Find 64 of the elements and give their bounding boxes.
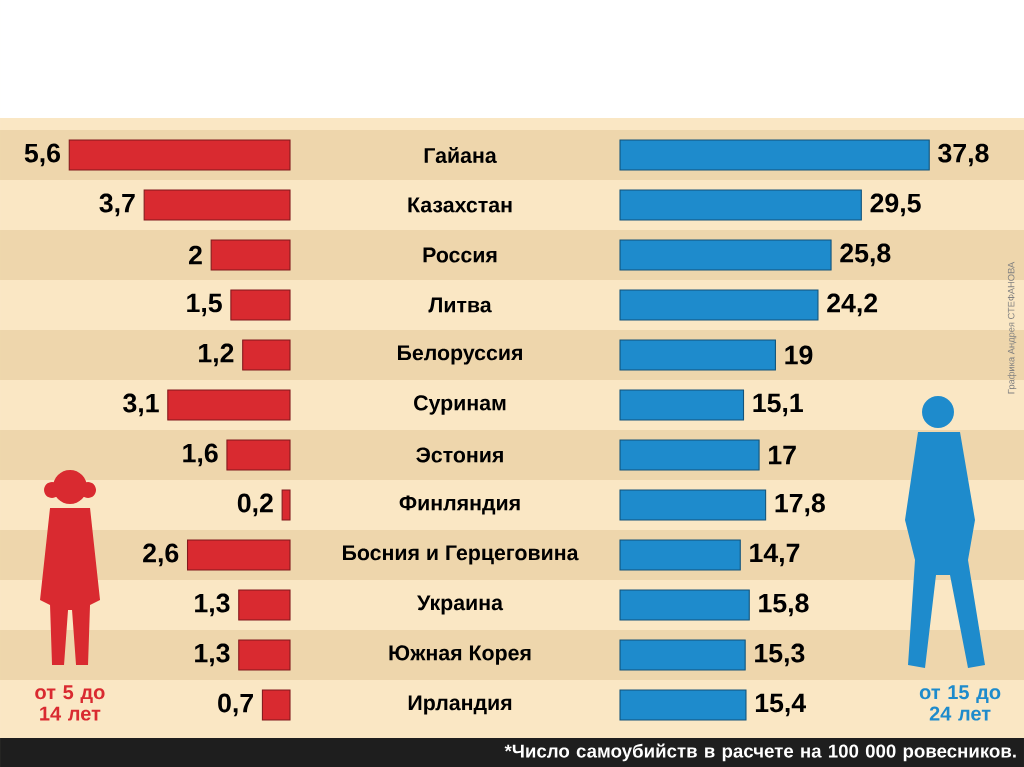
bar bbox=[619, 339, 776, 371]
data-label: 0,7 bbox=[218, 693, 253, 717]
data-label: 24,2 bbox=[827, 293, 878, 317]
data-label: 1,5 bbox=[187, 293, 222, 317]
data-label: 15,1 bbox=[753, 393, 803, 417]
y-tick-label: Россия bbox=[423, 247, 497, 263]
bar bbox=[167, 389, 291, 421]
bar bbox=[619, 239, 832, 271]
y-tick-label: Литва bbox=[428, 297, 492, 313]
data-label: 37,8 bbox=[938, 143, 989, 167]
y-tick-label: Финляндия bbox=[399, 495, 520, 515]
data-label: 1,3 bbox=[195, 593, 230, 617]
bar bbox=[226, 439, 291, 471]
bar bbox=[619, 489, 767, 521]
y-tick-label: Эстония bbox=[416, 447, 503, 463]
bar bbox=[619, 539, 741, 571]
text: Графика Андрея СТЕФАНОВА bbox=[1007, 261, 1017, 394]
bar bbox=[281, 489, 291, 521]
y-tick-label: Белоруссия bbox=[397, 345, 522, 365]
data-label: 2,6 bbox=[143, 543, 179, 567]
bar bbox=[143, 189, 291, 221]
bar bbox=[210, 239, 291, 271]
bar bbox=[619, 639, 746, 671]
bar bbox=[186, 539, 291, 571]
data-label: 14,7 bbox=[750, 543, 800, 567]
data-label: 3,7 bbox=[99, 193, 135, 217]
y-tick-label: Босния и Герцеговина bbox=[343, 545, 579, 565]
data-label: 25,8 bbox=[840, 243, 891, 267]
data-label: 2 bbox=[188, 245, 202, 265]
bar bbox=[238, 589, 291, 621]
data-label: 15,3 bbox=[755, 643, 805, 667]
bar bbox=[619, 139, 930, 171]
bar bbox=[619, 189, 862, 221]
data-label: 17,8 bbox=[775, 493, 825, 517]
bar bbox=[68, 139, 291, 171]
data-label: 5,6 bbox=[24, 143, 61, 167]
data-label: 15,4 bbox=[755, 693, 806, 717]
y-tick-label: Южная Корея bbox=[389, 645, 531, 665]
data-label: 19 bbox=[785, 345, 813, 365]
y-tick-label: Суринам bbox=[414, 395, 506, 415]
bar bbox=[261, 689, 291, 721]
y-tick-label: Украина bbox=[417, 595, 504, 615]
bar bbox=[242, 339, 291, 371]
data-label: 15,8 bbox=[759, 593, 809, 617]
data-label: 0,2 bbox=[237, 493, 273, 517]
data-label: 1,3 bbox=[195, 643, 230, 667]
bar bbox=[619, 689, 747, 721]
y-tick-label: Казахстан bbox=[408, 197, 512, 213]
text: *Число самоубийств в расчете на 100 000 ровесников. bbox=[504, 743, 1016, 762]
data-label: 1,6 bbox=[183, 443, 218, 467]
bar bbox=[619, 389, 745, 421]
bar bbox=[619, 439, 760, 471]
y-tick-label: Гайана bbox=[424, 146, 497, 164]
data-label: 17 bbox=[769, 445, 796, 465]
data-label: 1,2 bbox=[199, 343, 234, 367]
bar bbox=[230, 289, 291, 321]
y-tick-label: Ирландия bbox=[408, 695, 512, 715]
data-label: 3,1 bbox=[123, 393, 159, 417]
bar bbox=[238, 639, 291, 671]
bar bbox=[619, 589, 750, 621]
text: от 5 до 14 лет bbox=[35, 685, 105, 721]
text: от 15 до 24 лет bbox=[919, 685, 1001, 721]
bar bbox=[619, 289, 819, 321]
data-label: 29,5 bbox=[870, 193, 921, 217]
